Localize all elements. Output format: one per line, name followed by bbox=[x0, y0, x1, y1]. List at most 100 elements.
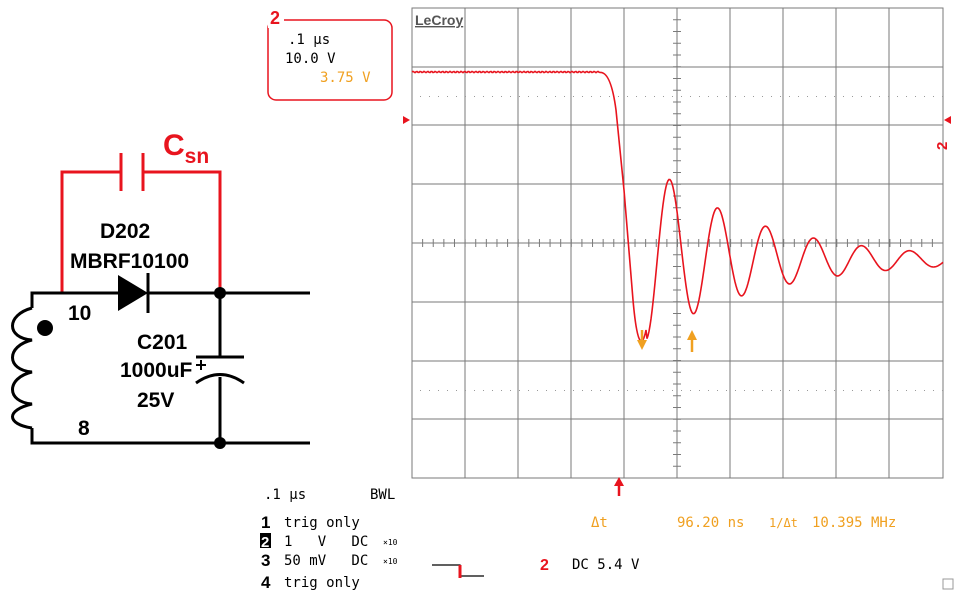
right-channel-number: 2 bbox=[934, 142, 951, 150]
grid-dot bbox=[942, 96, 943, 97]
grid-dot bbox=[420, 390, 421, 391]
grid-dot bbox=[618, 96, 619, 97]
status-ch2-text: 1 V DC bbox=[284, 534, 368, 550]
grid-dot bbox=[699, 96, 700, 97]
channel-box-offset: 3.75 V bbox=[320, 70, 371, 86]
grid-dot bbox=[942, 390, 943, 391]
grid-dot bbox=[483, 390, 484, 391]
grid-dot bbox=[870, 390, 871, 391]
grid-dot bbox=[591, 390, 592, 391]
output-capacitor bbox=[195, 355, 245, 385]
grid-dot bbox=[600, 96, 601, 97]
grid-dot bbox=[870, 96, 871, 97]
grid-dot bbox=[663, 390, 664, 391]
grid-dot bbox=[555, 390, 556, 391]
grid-dot bbox=[564, 390, 565, 391]
grid-dot bbox=[465, 96, 466, 97]
grid-dot bbox=[879, 96, 880, 97]
measurements: Δt 96.20 ns 1/Δt 10.395 MHz bbox=[591, 515, 896, 531]
grid-dot bbox=[771, 390, 772, 391]
grid-dot bbox=[744, 390, 745, 391]
status-ch4-text: trig only bbox=[284, 575, 360, 591]
grid-dot bbox=[537, 390, 538, 391]
freq-label: 1/Δt bbox=[769, 516, 798, 530]
polarity-dot bbox=[37, 320, 53, 336]
grid-dot bbox=[798, 96, 799, 97]
cap-voltage-label: 25V bbox=[137, 389, 174, 412]
grid-dot bbox=[861, 96, 862, 97]
grid-dot bbox=[582, 96, 583, 97]
status-ch3-text: 50 mV DC bbox=[284, 553, 368, 569]
status-area: .1 µs BWL 1 trig only 2 1 V DC ×10 3 50 … bbox=[260, 487, 398, 592]
grid-dot bbox=[600, 390, 601, 391]
grid-dot bbox=[618, 390, 619, 391]
grid-dot bbox=[834, 96, 835, 97]
grid-dot bbox=[537, 96, 538, 97]
grid-dot bbox=[753, 96, 754, 97]
trigger-slope-icon bbox=[432, 564, 484, 577]
grid-dot bbox=[897, 96, 898, 97]
grid-dot bbox=[915, 96, 916, 97]
cap-value-label: 1000uF bbox=[120, 359, 193, 382]
grid-dot bbox=[501, 390, 502, 391]
grid-dot bbox=[447, 390, 448, 391]
status-ch4-number: 4 bbox=[261, 573, 271, 592]
grid-dot bbox=[843, 96, 844, 97]
status-ch3-coupling-mark: ×10 bbox=[383, 557, 398, 566]
grid-dot bbox=[429, 390, 430, 391]
grid-dot bbox=[510, 96, 511, 97]
ground-level-marker bbox=[403, 116, 410, 124]
grid-dot bbox=[564, 96, 565, 97]
right-level-marker bbox=[944, 116, 951, 124]
grid-dot bbox=[519, 96, 520, 97]
diode-part-label: MBRF10100 bbox=[70, 250, 189, 273]
corner-square bbox=[942, 578, 954, 590]
grid-dot bbox=[726, 96, 727, 97]
grid-dot bbox=[663, 96, 664, 97]
grid-dot bbox=[753, 390, 754, 391]
grid-dot bbox=[690, 96, 691, 97]
grid-dot bbox=[609, 96, 610, 97]
grid-dot bbox=[636, 390, 637, 391]
grid-dot bbox=[528, 390, 529, 391]
grid-dot bbox=[492, 390, 493, 391]
grid-dot bbox=[546, 390, 547, 391]
grid-dot bbox=[474, 390, 475, 391]
grid-dot bbox=[906, 390, 907, 391]
grid-dot bbox=[933, 96, 934, 97]
grid-dot bbox=[501, 96, 502, 97]
grid-dot bbox=[816, 96, 817, 97]
grid-dot bbox=[780, 390, 781, 391]
brand-logo: LeCroy bbox=[415, 12, 463, 28]
status-ch2-number: 2 bbox=[261, 534, 269, 551]
pin-bottom-label: 8 bbox=[78, 417, 90, 440]
grid-dot bbox=[762, 390, 763, 391]
grid-dot bbox=[483, 96, 484, 97]
grid-dot bbox=[915, 390, 916, 391]
grid-dot bbox=[780, 96, 781, 97]
grid-dot bbox=[852, 96, 853, 97]
grid-dot bbox=[834, 390, 835, 391]
grid-dot bbox=[492, 96, 493, 97]
grid-dot bbox=[726, 390, 727, 391]
grid-dot bbox=[645, 390, 646, 391]
schematic: Csn D202 MBRF10100 10 bbox=[11, 129, 310, 449]
status-timebase: .1 µs bbox=[264, 487, 306, 503]
grid-dot bbox=[591, 96, 592, 97]
grid-dot bbox=[429, 96, 430, 97]
channel-box-volts: 10.0 V bbox=[285, 51, 336, 67]
grid-dot bbox=[924, 96, 925, 97]
grid-dot bbox=[735, 96, 736, 97]
status-ch1-number: 1 bbox=[261, 513, 270, 532]
grid-dot bbox=[816, 390, 817, 391]
channel-info-box: 2 .1 µs 10.0 V 3.75 V bbox=[267, 8, 393, 101]
transformer-winding bbox=[11, 306, 33, 430]
freq-value: 10.395 MHz bbox=[812, 515, 896, 531]
grid-dot bbox=[465, 390, 466, 391]
status-ch1-text: trig only bbox=[284, 515, 360, 531]
cap-ref-label: C201 bbox=[137, 331, 188, 354]
channel-box-timebase: .1 µs bbox=[288, 32, 330, 48]
cursor-a bbox=[637, 330, 647, 350]
grid-dot bbox=[852, 390, 853, 391]
grid-dot bbox=[717, 390, 718, 391]
